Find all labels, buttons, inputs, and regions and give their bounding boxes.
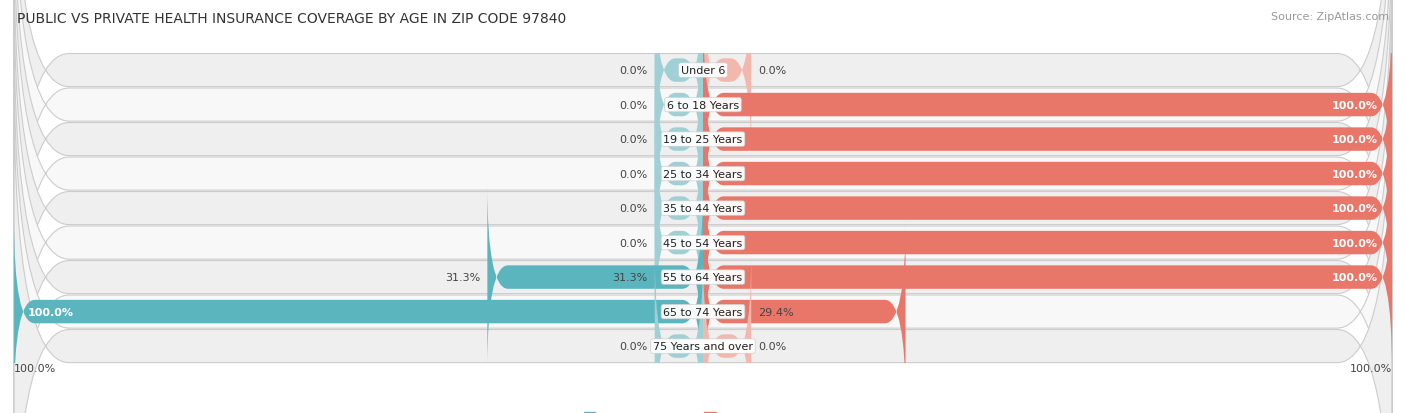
Text: 100.0%: 100.0% (28, 307, 75, 317)
FancyBboxPatch shape (14, 0, 1392, 413)
FancyBboxPatch shape (14, 53, 1392, 413)
Text: 25 to 34 Years: 25 to 34 Years (664, 169, 742, 179)
FancyBboxPatch shape (14, 88, 1392, 413)
FancyBboxPatch shape (14, 0, 1392, 413)
FancyBboxPatch shape (655, 152, 703, 335)
Text: 0.0%: 0.0% (758, 341, 786, 351)
Text: 100.0%: 100.0% (14, 363, 56, 373)
FancyBboxPatch shape (703, 14, 1392, 197)
Text: 0.0%: 0.0% (758, 66, 786, 76)
FancyBboxPatch shape (14, 0, 1392, 364)
FancyBboxPatch shape (655, 255, 703, 413)
FancyBboxPatch shape (703, 255, 751, 413)
Text: 29.4%: 29.4% (758, 307, 794, 317)
FancyBboxPatch shape (655, 83, 703, 266)
FancyBboxPatch shape (655, 48, 703, 231)
Text: 0.0%: 0.0% (620, 135, 648, 145)
FancyBboxPatch shape (14, 0, 1392, 399)
Text: 0.0%: 0.0% (620, 100, 648, 110)
FancyBboxPatch shape (703, 152, 1392, 335)
Text: 100.0%: 100.0% (1331, 100, 1378, 110)
FancyBboxPatch shape (703, 0, 751, 162)
FancyBboxPatch shape (655, 117, 703, 300)
Text: 100.0%: 100.0% (1331, 169, 1378, 179)
Text: 31.3%: 31.3% (613, 273, 648, 282)
FancyBboxPatch shape (655, 0, 703, 162)
Text: 100.0%: 100.0% (1350, 363, 1392, 373)
FancyBboxPatch shape (703, 117, 1392, 300)
Text: 100.0%: 100.0% (1331, 204, 1378, 214)
Text: 0.0%: 0.0% (620, 238, 648, 248)
FancyBboxPatch shape (703, 48, 1392, 231)
Text: 100.0%: 100.0% (1331, 135, 1378, 145)
FancyBboxPatch shape (655, 14, 703, 197)
Text: 0.0%: 0.0% (620, 341, 648, 351)
FancyBboxPatch shape (703, 83, 1392, 266)
Text: 100.0%: 100.0% (1331, 273, 1378, 282)
Text: 65 to 74 Years: 65 to 74 Years (664, 307, 742, 317)
Text: Under 6: Under 6 (681, 66, 725, 76)
Text: 45 to 54 Years: 45 to 54 Years (664, 238, 742, 248)
Text: 35 to 44 Years: 35 to 44 Years (664, 204, 742, 214)
FancyBboxPatch shape (14, 220, 703, 404)
FancyBboxPatch shape (488, 186, 703, 369)
Text: 55 to 64 Years: 55 to 64 Years (664, 273, 742, 282)
Text: PUBLIC VS PRIVATE HEALTH INSURANCE COVERAGE BY AGE IN ZIP CODE 97840: PUBLIC VS PRIVATE HEALTH INSURANCE COVER… (17, 12, 567, 26)
Text: 19 to 25 Years: 19 to 25 Years (664, 135, 742, 145)
Text: 31.3%: 31.3% (446, 273, 481, 282)
FancyBboxPatch shape (703, 186, 1392, 369)
Text: 75 Years and over: 75 Years and over (652, 341, 754, 351)
FancyBboxPatch shape (703, 220, 905, 404)
Text: Source: ZipAtlas.com: Source: ZipAtlas.com (1271, 12, 1389, 22)
Legend: Public Insurance, Private Insurance: Public Insurance, Private Insurance (579, 407, 827, 413)
Text: 0.0%: 0.0% (620, 204, 648, 214)
Text: 0.0%: 0.0% (620, 66, 648, 76)
Text: 6 to 18 Years: 6 to 18 Years (666, 100, 740, 110)
FancyBboxPatch shape (14, 0, 1392, 330)
Text: 100.0%: 100.0% (1331, 238, 1378, 248)
FancyBboxPatch shape (14, 19, 1392, 413)
Text: 0.0%: 0.0% (620, 169, 648, 179)
FancyBboxPatch shape (14, 0, 1392, 413)
